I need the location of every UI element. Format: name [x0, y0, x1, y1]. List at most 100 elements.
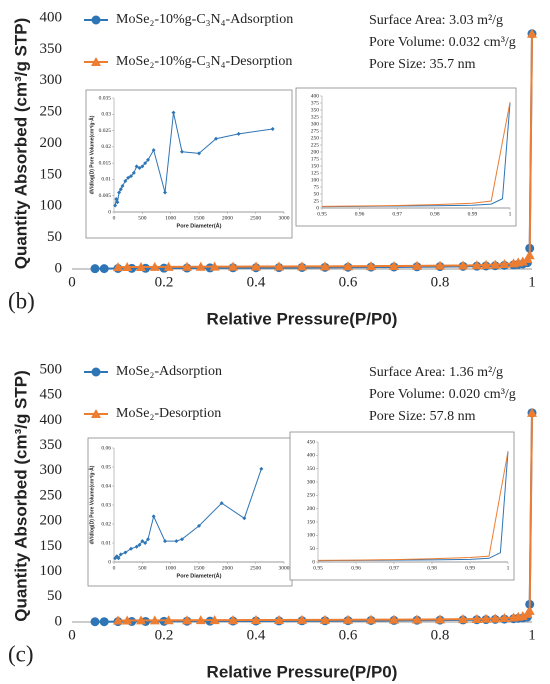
data-point [122, 262, 133, 272]
data-point [123, 550, 128, 555]
x-tick-label: 2500 [250, 215, 261, 221]
x-tick-label: 3000 [279, 565, 290, 571]
data-point [113, 203, 118, 208]
series-line [317, 451, 509, 561]
y-tick-label: 200 [40, 513, 63, 529]
x-tick-label: 0.95 [313, 565, 323, 571]
x-axis-label: Relative Pressure(P/P0) [207, 662, 398, 681]
data-point [259, 466, 264, 471]
data-point [122, 615, 133, 625]
data-point [366, 614, 376, 624]
y-tick-label: 100 [40, 198, 63, 214]
data-point [236, 131, 241, 136]
data-point [228, 261, 238, 271]
data-point [149, 261, 160, 271]
data-point [471, 613, 482, 623]
y-tick-label: 150 [40, 166, 63, 182]
data-point [99, 264, 109, 274]
data-point [117, 190, 122, 195]
x-axis-label: Pore Diameter(Å) [177, 222, 222, 229]
data-point [274, 614, 284, 624]
data-point [129, 174, 133, 179]
x-tick-label: 1000 [165, 215, 176, 221]
annotation: Surface Area: 3.03 m²/g [369, 13, 503, 28]
panel-label: (c) [8, 641, 34, 666]
y-axis-label: dV/dlog(D) Pore Volume(cm³/g·Å) [88, 465, 95, 544]
data-point [389, 614, 399, 624]
data-point [171, 110, 176, 115]
data-point [209, 615, 220, 625]
data-point [163, 261, 174, 271]
x-tick-label: 500 [138, 565, 147, 571]
data-point [320, 261, 330, 271]
legend-marker [91, 367, 101, 377]
y-tick-label: 200 [311, 149, 320, 155]
data-point [195, 261, 206, 271]
legend-label: MoSe₂-10%g-C₃N₄-Adsorption [116, 12, 293, 27]
x-tick-label: 1000 [165, 565, 176, 571]
data-point [151, 148, 156, 153]
x-tick-label: 2500 [250, 565, 261, 571]
data-point [412, 260, 422, 270]
annotation: Pore Size: 35.7 nm [369, 57, 476, 72]
y-tick-label: 200 [40, 135, 63, 151]
data-point [297, 261, 307, 271]
data-point [435, 614, 445, 624]
x-tick-label: 0 [113, 565, 116, 571]
x-tick-label: 0 [68, 627, 76, 643]
y-tick-label: 0.05 [101, 464, 111, 470]
data-point [134, 544, 139, 549]
data-point [343, 614, 353, 624]
y-tick-label: 0.04 [101, 483, 111, 489]
data-point [180, 149, 184, 154]
y-tick-label: 75 [314, 184, 320, 190]
x-tick-label: 0.2 [155, 274, 174, 290]
data-point [481, 259, 491, 269]
y-tick-label: 300 [311, 121, 320, 127]
x-tick-label: 0.99 [465, 565, 475, 571]
y-tick-label: 325 [311, 114, 320, 120]
y-tick-label: 0.005 [99, 193, 112, 199]
y-tick-label: 350 [40, 437, 63, 453]
y-tick-label: 150 [40, 538, 63, 554]
data-point [524, 250, 535, 260]
data-point [115, 200, 120, 205]
panel-label: (b) [8, 288, 35, 313]
legend-marker [91, 57, 101, 66]
data-point [114, 196, 119, 201]
data-point [228, 615, 238, 625]
y-tick-label: 450 [307, 439, 316, 445]
legend-label: MoSe₂-10%g-C₃N₄-Desorption [116, 54, 292, 69]
x-tick-label: 0.99 [468, 211, 478, 217]
x-tick-label: 0 [68, 274, 76, 290]
data-point [140, 539, 145, 544]
data-point [123, 179, 128, 184]
data-point [458, 260, 468, 270]
data-point [320, 614, 330, 624]
y-tick-label: 350 [307, 466, 316, 472]
series-line [321, 102, 511, 207]
x-tick-label: 1 [528, 627, 536, 643]
data-point [182, 261, 192, 271]
data-point [517, 256, 528, 266]
x-tick-label: 2000 [222, 215, 233, 221]
y-tick-label: 50 [47, 588, 62, 604]
y-tick-label: 300 [40, 72, 63, 88]
data-point [499, 612, 510, 622]
x-tick-label: 0.96 [355, 211, 365, 217]
data-point [524, 605, 535, 615]
data-point [137, 542, 142, 547]
y-axis-label: dV/dlog(D) Pore Volume(cm³/g·Å) [88, 115, 95, 194]
data-point [297, 614, 307, 624]
data-point [180, 537, 184, 542]
annotation: Pore Volume: 0.032 cm³/g [369, 35, 516, 50]
y-tick-label: 100 [40, 563, 63, 579]
x-tick-label: 2000 [222, 565, 233, 571]
inset-frame [85, 89, 293, 239]
data-point [143, 541, 148, 545]
y-tick-label: 400 [40, 9, 63, 25]
y-tick-label: 100 [311, 177, 320, 183]
data-point [129, 546, 133, 551]
y-tick-label: 500 [40, 361, 63, 377]
data-point [242, 516, 247, 521]
